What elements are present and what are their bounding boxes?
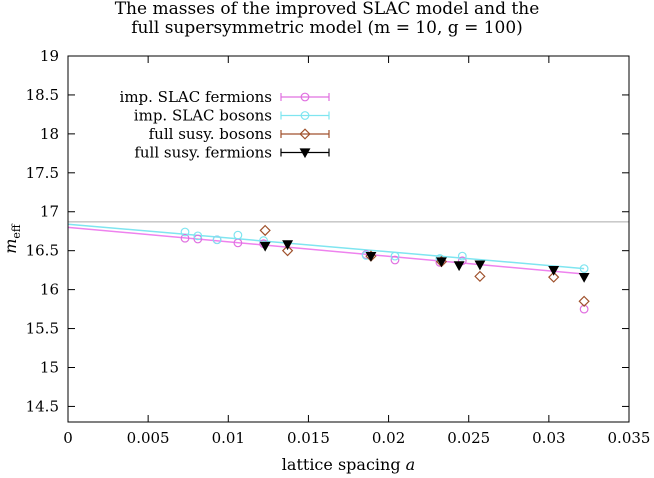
legend-label-imp-slac-fermions: imp. SLAC fermions bbox=[120, 88, 272, 106]
legend-label-full-susy-fermions: full susy. fermions bbox=[134, 144, 272, 162]
axis-labels-group: lattice spacing a meff bbox=[1, 223, 415, 474]
fit-lines-group bbox=[67, 223, 585, 275]
data-point-imp-slac-bosons-10 bbox=[579, 264, 589, 273]
ticks-group: 0 0.005 0.01 0.015 0.02 0.025 0.03 0.035 14.5 15 1… bbox=[26, 47, 651, 447]
data-point-imp-slac-bosons-2 bbox=[193, 231, 203, 241]
legend-marker-full-susy-fermions bbox=[299, 148, 311, 159]
data-point-imp-slac-bosons-9 bbox=[457, 251, 467, 261]
series-full-susy-fermions bbox=[259, 240, 590, 283]
y-tick-label-9: 18.5 bbox=[26, 86, 59, 104]
plot-frame-group bbox=[67, 55, 630, 423]
y-tick-label-10: 19 bbox=[40, 47, 59, 65]
x-tick-label-8: 0.035 bbox=[608, 429, 651, 447]
data-point-imp-slac-bosons-7 bbox=[390, 251, 400, 261]
data-points-group bbox=[180, 224, 590, 314]
data-point-imp-slac-bosons-3 bbox=[212, 235, 222, 245]
fit-line-1 bbox=[67, 226, 585, 275]
data-point-full-susy-bosons-1 bbox=[259, 224, 271, 237]
x-axis-label: lattice spacing a bbox=[282, 455, 415, 474]
y-tick-label-8: 18 bbox=[40, 125, 59, 143]
x-tick-label-3: 0.01 bbox=[212, 429, 245, 447]
data-point-imp-slac-bosons-4 bbox=[233, 230, 243, 240]
data-point-full-susy-fermions-1 bbox=[259, 241, 271, 252]
data-point-full-susy-fermions-8 bbox=[578, 272, 590, 283]
x-tick-label-1: 0 bbox=[63, 429, 73, 447]
chart-title: The masses of the improved SLAC model an… bbox=[0, 0, 654, 38]
legend-label-full-susy-bosons: full susy. bosons bbox=[149, 125, 272, 143]
y-tick-label-6: 17 bbox=[40, 203, 59, 221]
series-imp-slac-bosons bbox=[180, 227, 589, 273]
fit-line-2 bbox=[67, 223, 585, 270]
y-tick-label-2: 15 bbox=[40, 358, 59, 376]
data-point-imp-slac-fermions-1 bbox=[180, 233, 190, 243]
data-point-full-susy-fermions-3 bbox=[365, 251, 377, 262]
data-point-full-susy-bosons-2 bbox=[281, 245, 294, 257]
data-point-full-susy-bosons-7 bbox=[578, 295, 590, 307]
y-tick-label-1: 14.5 bbox=[26, 397, 59, 415]
data-point-full-susy-fermions-6 bbox=[474, 260, 486, 271]
data-point-full-susy-bosons-6 bbox=[548, 271, 560, 283]
data-point-full-susy-bosons-5 bbox=[474, 270, 486, 283]
legend-marker-full-susy-bosons bbox=[299, 128, 311, 140]
y-tick-label-7: 17.5 bbox=[26, 164, 59, 182]
y-tick-label-5: 16.5 bbox=[26, 242, 59, 260]
x-tick-label-5: 0.02 bbox=[372, 429, 405, 447]
data-point-full-susy-fermions-4 bbox=[436, 257, 447, 268]
legend-entry-imp-slac-bosons: imp. SLAC bosons bbox=[134, 107, 330, 125]
data-point-full-susy-fermions-5 bbox=[453, 261, 465, 272]
x-tick-label-2: 0.005 bbox=[127, 429, 170, 447]
y-tick-label-3: 15.5 bbox=[26, 320, 59, 338]
plot-frame bbox=[67, 55, 630, 423]
chart-title-line-2: full supersymmetric model (m = 10, g = 1… bbox=[131, 18, 523, 38]
chart-title-line-1: The masses of the improved SLAC model an… bbox=[114, 0, 540, 19]
data-point-imp-slac-fermions-2 bbox=[193, 234, 203, 244]
legend-label-imp-slac-bosons: imp. SLAC bosons bbox=[134, 107, 272, 125]
x-tick-label-4: 0.015 bbox=[287, 429, 330, 447]
data-point-imp-slac-fermions-7 bbox=[390, 255, 400, 265]
legend-marker-imp-slac-fermions bbox=[300, 92, 310, 102]
x-tick-label-6: 0.025 bbox=[447, 429, 490, 447]
legend-entry-full-susy-bosons: full susy. bosons bbox=[149, 125, 330, 143]
data-point-full-susy-fermions-2 bbox=[282, 240, 294, 251]
x-tick-label-7: 0.03 bbox=[532, 429, 565, 447]
legend-entry-imp-slac-fermions: imp. SLAC fermions bbox=[120, 88, 330, 106]
data-point-imp-slac-bosons-1 bbox=[180, 227, 190, 237]
legend-entry-full-susy-fermions: full susy. fermions bbox=[134, 144, 330, 162]
data-point-full-susy-fermions-7 bbox=[548, 265, 560, 276]
y-tick-label-4: 16 bbox=[40, 281, 59, 299]
y-axis-label: meff bbox=[1, 223, 23, 254]
legend-marker-imp-slac-bosons bbox=[300, 111, 310, 120]
